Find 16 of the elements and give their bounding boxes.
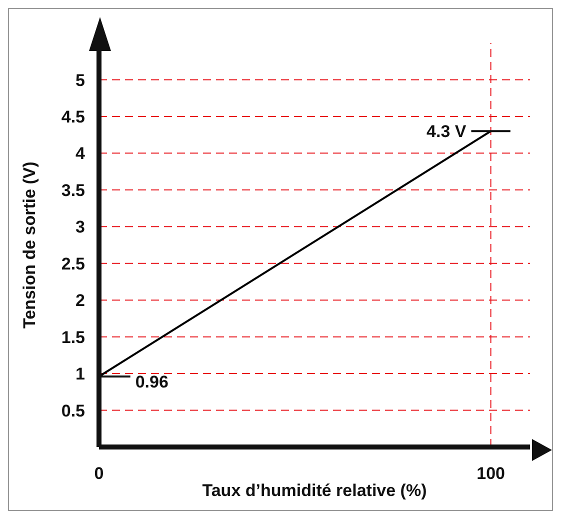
y-tick-label: 3.5 [61, 180, 85, 200]
y-tick-label: 1 [76, 364, 85, 384]
y-tick-label: 5 [76, 70, 85, 90]
x-tick-label: 0 [94, 464, 104, 484]
y-tick-label: 4.5 [61, 107, 85, 126]
x-tick-label: 100 [476, 464, 506, 484]
x-axis-title: Taux d’humidité relative (%) [202, 481, 427, 500]
y-axis-title: Tension de sortie (V) [20, 162, 40, 328]
y-tick-label: 1.5 [61, 328, 85, 347]
y-tick-label: 3 [76, 218, 85, 237]
annotation: 0.96 [135, 372, 168, 392]
annotation: 4.3 V [426, 122, 467, 142]
y-tick-label: 0.5 [61, 401, 85, 420]
y-tick-label: 2.5 [61, 254, 85, 274]
y-tick-label: 2 [76, 291, 85, 310]
y-tick-label: 4 [76, 144, 86, 164]
